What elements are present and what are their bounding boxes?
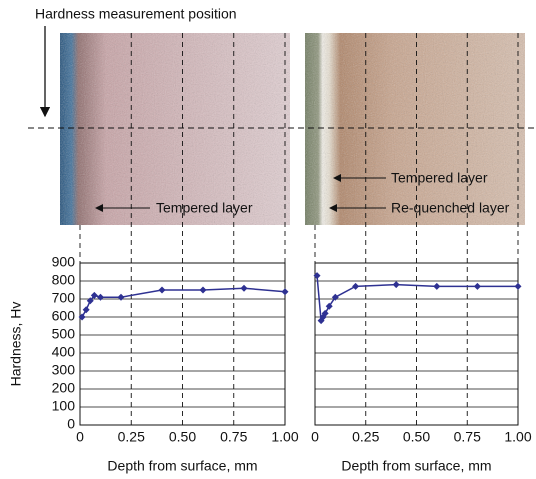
x-tick-label: 0.25 (118, 429, 145, 445)
data-point (78, 313, 86, 321)
data-point (240, 284, 248, 292)
x-tick-label: 1.00 (271, 429, 298, 445)
x-tick-label: 0 (76, 429, 84, 445)
y-tick-label: 400 (52, 344, 76, 360)
data-point (392, 281, 400, 289)
data-point (82, 306, 90, 314)
y-tick-label: 600 (52, 308, 76, 324)
data-point (281, 288, 289, 296)
image-label: Re-quenched layer (391, 200, 510, 216)
y-tick-label: 0 (67, 416, 75, 432)
x-tick-label: 0.75 (220, 429, 247, 445)
series-line (81, 287, 286, 318)
data-point (117, 293, 125, 301)
y-tick-label: 700 (52, 290, 76, 306)
data-point (313, 272, 321, 280)
y-tick-label: 500 (52, 326, 76, 342)
x-tick-label: 0.50 (403, 429, 430, 445)
x-tick-label: 0.75 (454, 429, 481, 445)
y-tick-label: 200 (52, 380, 76, 396)
image-label: Tempered layer (391, 170, 488, 186)
caption: Hardness measurement position (35, 6, 237, 22)
x-tick-label: 0 (311, 429, 319, 445)
data-point (331, 293, 339, 301)
data-point (321, 309, 329, 317)
x-tick-label: 1.00 (504, 429, 531, 445)
micrograph-right (305, 33, 525, 225)
x-axis-label: Depth from surface, mm (107, 458, 257, 474)
data-point (97, 293, 104, 301)
x-tick-label: 0.50 (169, 429, 196, 445)
image-label: Tempered layer (156, 200, 253, 216)
data-point (86, 297, 94, 305)
y-tick-label: 300 (52, 362, 76, 378)
data-point (473, 282, 481, 290)
y-tick-label: 100 (52, 398, 76, 414)
data-point (514, 282, 522, 290)
y-tick-label: 900 (52, 254, 76, 270)
data-point (433, 282, 441, 290)
y-axis-label: Hardness, Hv (8, 302, 24, 387)
micrograph-left (60, 33, 290, 225)
data-point (158, 286, 166, 294)
data-point (90, 291, 98, 299)
data-point (199, 286, 207, 294)
x-tick-label: 0.25 (352, 429, 379, 445)
data-point (325, 302, 333, 310)
y-tick-label: 800 (52, 272, 76, 288)
data-point (352, 282, 360, 290)
x-axis-label: Depth from surface, mm (341, 458, 491, 474)
